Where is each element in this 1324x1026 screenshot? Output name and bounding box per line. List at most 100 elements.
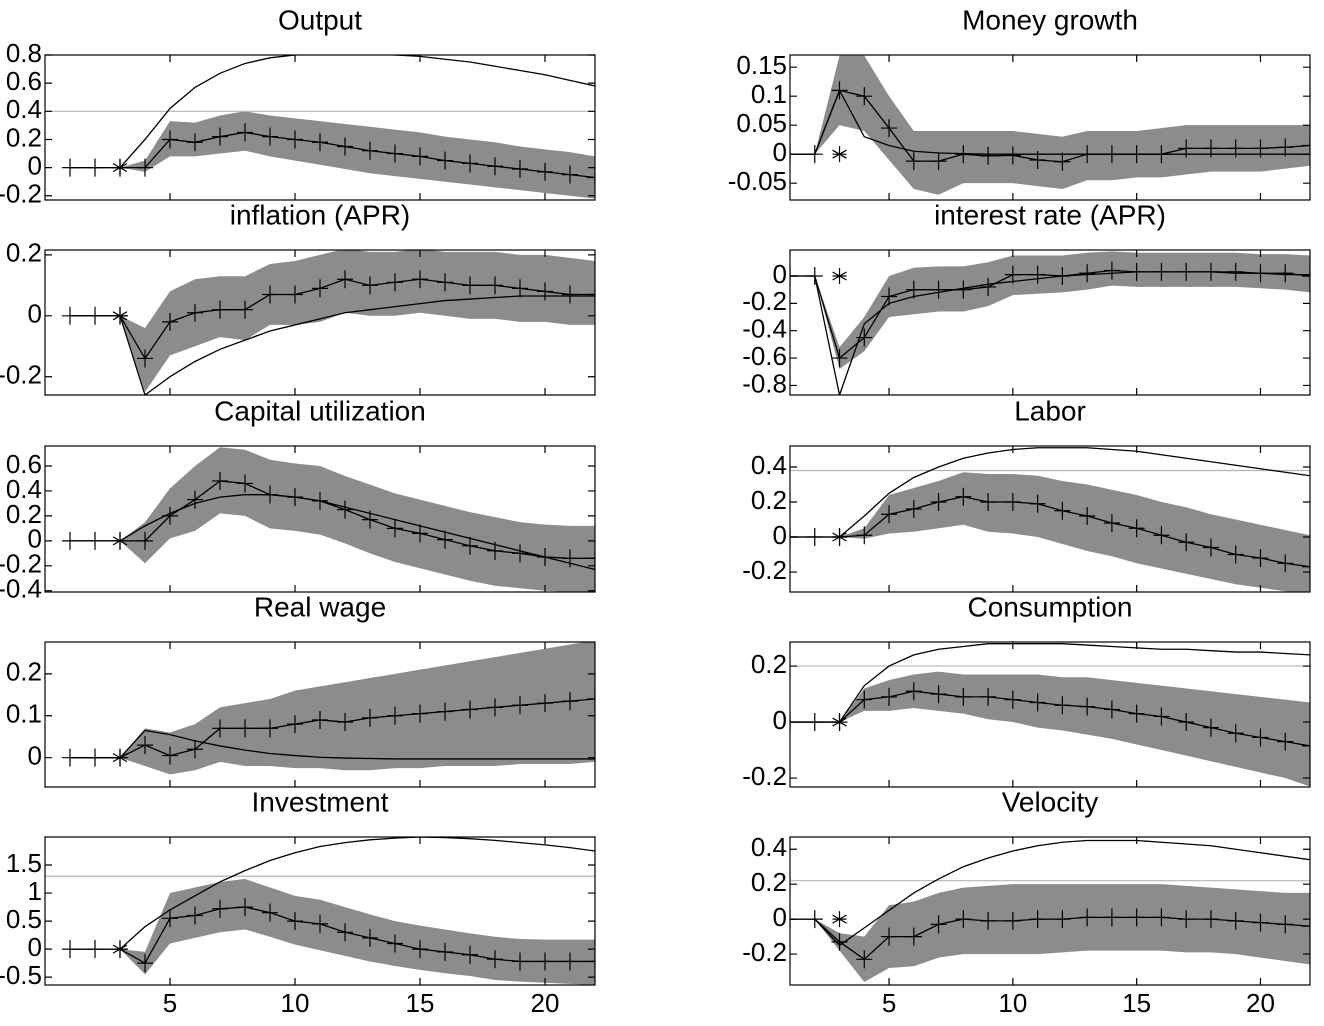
plus-marker	[1079, 507, 1096, 526]
plus-marker	[412, 147, 428, 166]
y-tick-label: 0.4	[751, 450, 787, 480]
confidence-band	[790, 55, 1310, 195]
estimate-line	[790, 690, 1310, 747]
y-tick-label: 0.2	[751, 867, 787, 897]
plus-marker	[980, 146, 997, 165]
plus-marker	[387, 144, 403, 163]
plus-marker	[1252, 728, 1269, 747]
axes-frame	[44, 249, 596, 396]
star-marker	[112, 941, 128, 958]
x-tick-label: 5	[163, 988, 177, 1018]
plus-marker	[312, 133, 328, 152]
plus-marker	[537, 694, 553, 713]
plus-marker	[262, 903, 278, 922]
plus-marker	[1153, 908, 1170, 927]
model-line	[70, 729, 595, 760]
y-tick-label: 0	[773, 705, 787, 735]
plus-marker	[312, 710, 328, 729]
plus-marker	[337, 270, 353, 289]
plus-marker	[387, 519, 403, 538]
plus-marker	[312, 914, 328, 933]
plus-marker	[512, 952, 528, 971]
confidence-band	[790, 472, 1310, 592]
plus-marker	[1153, 707, 1170, 726]
plus-marker	[1079, 264, 1096, 283]
panel: -0.2 0 0.2 inflation (APR)	[0, 199, 596, 396]
panel: -0.2 0 0.2 Consumption	[742, 591, 1311, 791]
plus-marker	[387, 934, 403, 953]
plus-marker	[856, 87, 873, 106]
plus-marker	[1277, 732, 1294, 751]
plus-marker	[362, 708, 378, 727]
plus-marker	[905, 500, 922, 519]
plus-marker	[512, 544, 528, 563]
plus-marker	[1277, 554, 1294, 573]
plot-area	[790, 447, 1310, 592]
plus-marker	[237, 300, 253, 319]
x-tick-label: 20	[531, 988, 560, 1018]
plus-marker	[1004, 911, 1021, 930]
plus-marker	[312, 279, 328, 298]
panel-title: Real wage	[254, 591, 386, 622]
confidence-band	[790, 884, 1310, 983]
model-line	[70, 295, 595, 395]
plus-marker	[1079, 697, 1096, 716]
plus-marker	[881, 927, 898, 946]
plus-marker	[137, 954, 153, 973]
y-tick-label: 0	[773, 137, 787, 167]
y-tick-label: 0.2	[751, 485, 787, 515]
plus-marker	[587, 952, 595, 971]
plus-marker	[162, 312, 178, 331]
star-marker	[112, 159, 128, 176]
plus-marker	[162, 746, 178, 765]
y-tick-label: 1.5	[6, 848, 42, 878]
plus-marker	[212, 719, 228, 738]
plus-marker	[930, 280, 947, 299]
x-tick-label: 10	[281, 988, 310, 1018]
plus-marker	[1029, 910, 1046, 929]
plus-marker	[587, 168, 595, 187]
plus-marker	[437, 151, 453, 170]
y-tick-label: -0.2	[742, 761, 787, 791]
plus-marker	[262, 285, 278, 304]
y-tick-label: -0.4	[0, 574, 42, 604]
estimate-line	[70, 131, 595, 179]
plus-marker	[562, 165, 578, 184]
plus-marker	[437, 942, 453, 961]
plus-marker	[562, 549, 578, 568]
confidence-band	[70, 879, 595, 985]
plus-marker	[1103, 700, 1120, 719]
estimate-line	[70, 906, 595, 965]
panel-title: interest rate (APR)	[934, 199, 1166, 230]
panel-title: Capital utilization	[214, 395, 426, 426]
model-line	[790, 839, 1310, 947]
plus-marker	[212, 899, 228, 918]
plus-marker	[1277, 138, 1294, 157]
y-tick-label: -0.2	[0, 179, 42, 209]
plus-marker	[1029, 494, 1046, 513]
estimate-line	[790, 269, 1310, 360]
plus-marker	[287, 912, 303, 931]
plus-marker	[980, 493, 997, 512]
plus-marker	[537, 952, 553, 971]
model-line	[790, 88, 1310, 155]
plot-area	[790, 839, 1310, 983]
plus-marker	[437, 530, 453, 549]
y-tick-label: 0	[773, 520, 787, 550]
x-tick-label: 15	[1122, 988, 1151, 1018]
plus-marker	[955, 487, 972, 506]
plus-marker	[1029, 693, 1046, 712]
plus-marker	[1103, 261, 1120, 280]
plus-marker	[980, 277, 997, 296]
panel-title: Consumption	[968, 591, 1133, 622]
confidence-band	[790, 671, 1310, 787]
y-tick-label: 0.2	[6, 499, 42, 529]
estimate-line	[70, 698, 595, 759]
plus-marker	[362, 276, 378, 295]
star-marker	[112, 532, 128, 549]
plus-marker	[905, 280, 922, 299]
plus-marker	[212, 300, 228, 319]
plus-marker	[462, 276, 478, 295]
plus-marker	[1004, 690, 1021, 709]
